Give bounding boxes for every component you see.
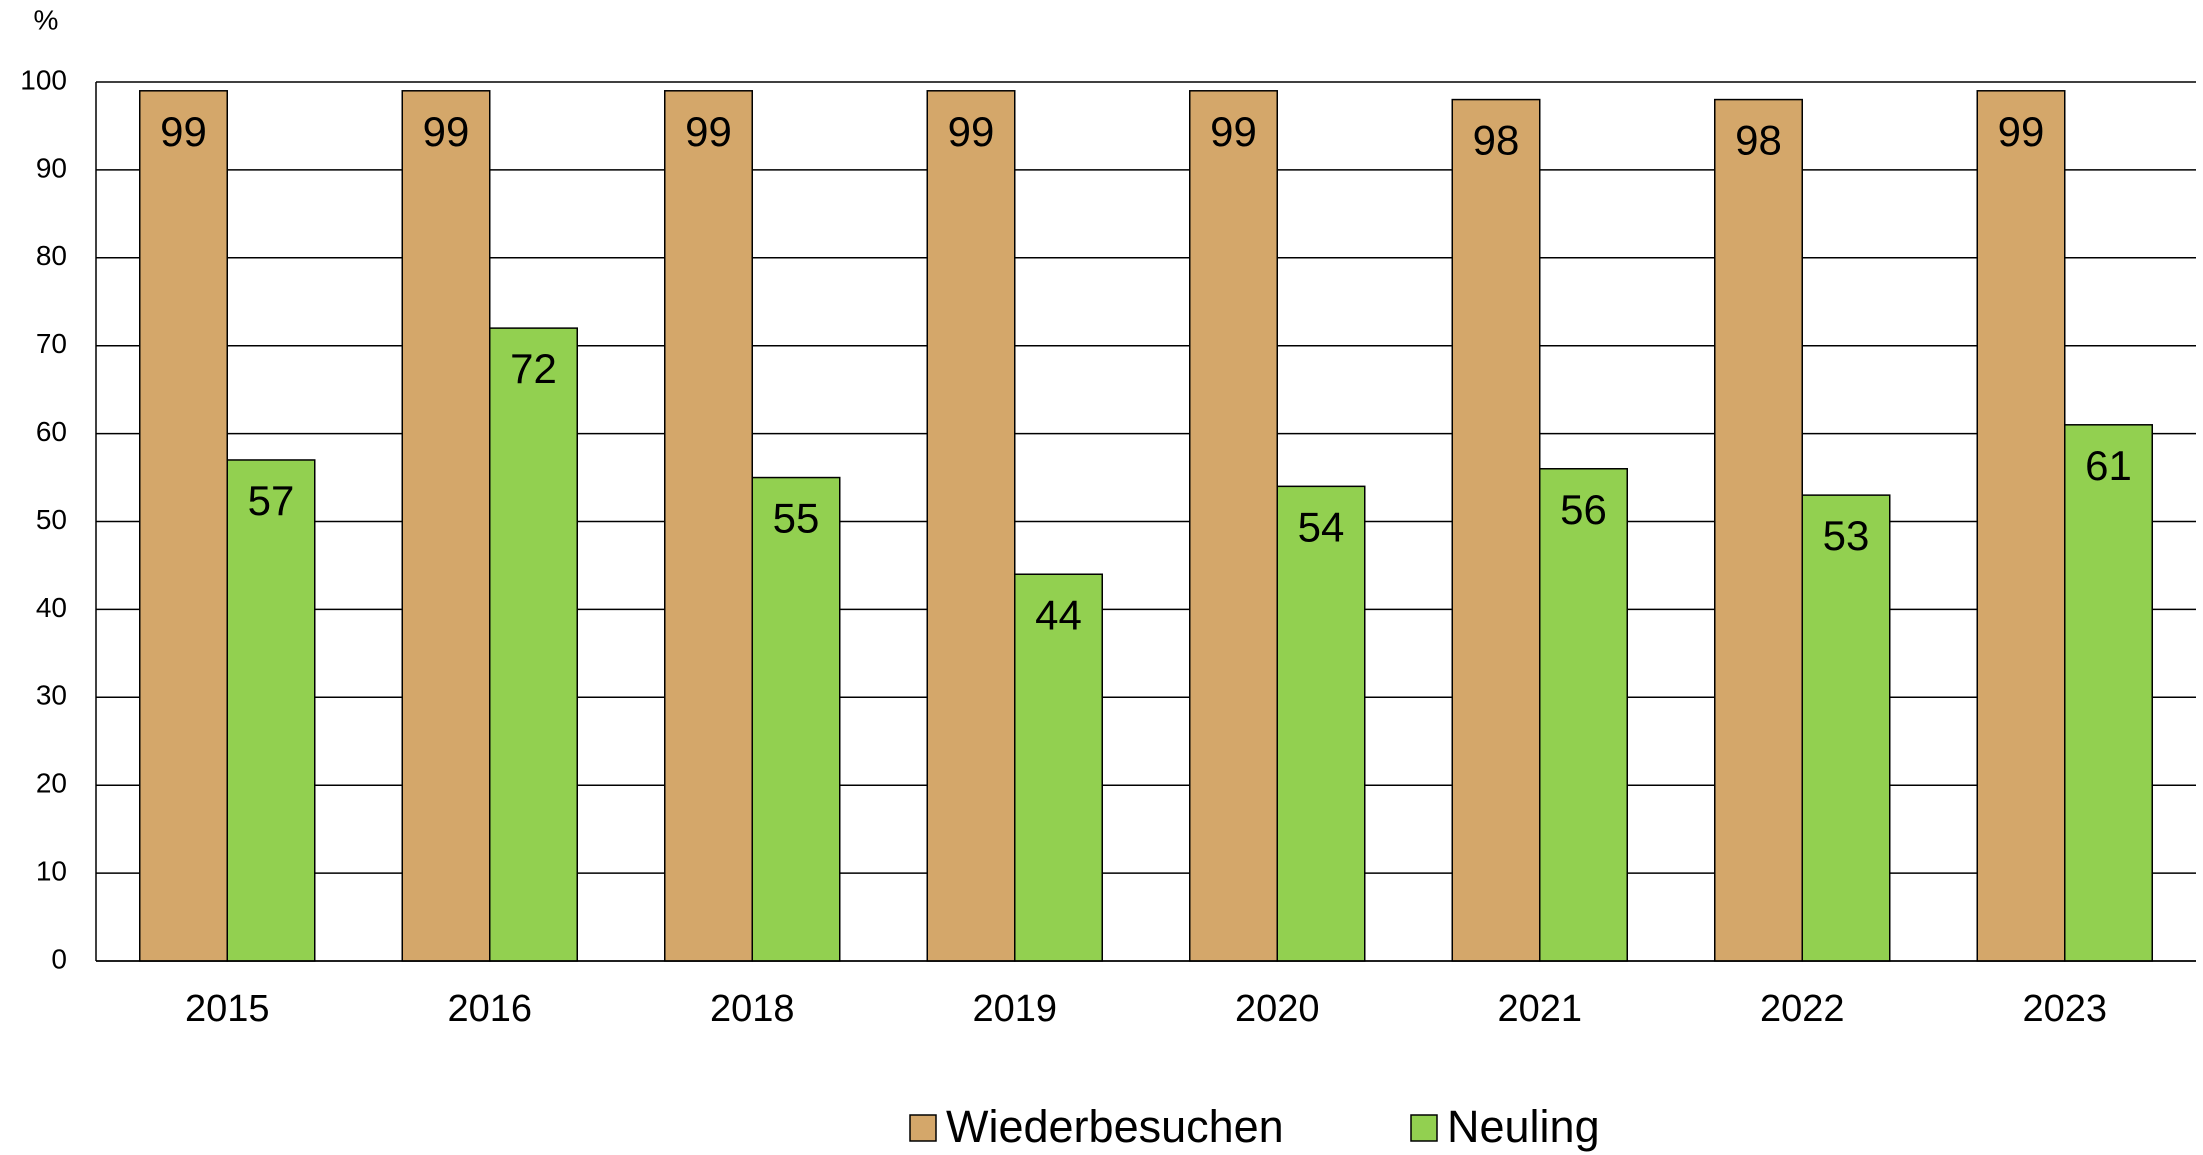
x-tick-label: 2023 (2022, 988, 2107, 1030)
data-label: 72 (510, 345, 557, 392)
bar (1276, 485, 1366, 962)
y-axis-label: % (34, 4, 59, 35)
data-label: 98 (1473, 117, 1520, 164)
bar (489, 327, 578, 962)
y-tick-label: 90 (36, 152, 67, 183)
bar (1189, 90, 1278, 962)
x-tick-label: 2015 (185, 988, 270, 1030)
data-label: 99 (160, 108, 207, 155)
y-tick-label: 20 (36, 768, 67, 799)
x-tick-label: 2019 (972, 988, 1057, 1030)
x-tick-label: 2018 (710, 988, 795, 1030)
bar (751, 476, 841, 962)
y-tick-label: 0 (51, 943, 67, 974)
x-tick-label: 2016 (447, 988, 532, 1030)
data-label: 54 (1298, 503, 1345, 550)
bar (1539, 468, 1628, 962)
legend-swatch (1410, 1114, 1438, 1142)
bar (2064, 424, 2153, 962)
y-tick-label: 30 (36, 680, 67, 711)
data-label: 61 (2085, 442, 2132, 489)
data-label: 57 (248, 477, 295, 524)
data-label: 99 (948, 108, 995, 155)
bar (139, 90, 228, 962)
y-tick-label: 40 (36, 592, 67, 623)
data-label: 56 (1560, 486, 1607, 533)
bar (1451, 98, 1541, 962)
y-tick-label: 70 (36, 328, 67, 359)
y-tick-label: 80 (36, 240, 67, 271)
data-label: 44 (1035, 591, 1082, 638)
data-label: 99 (1998, 108, 2045, 155)
bar (226, 459, 316, 962)
y-tick-label: 60 (36, 416, 67, 447)
bar (1801, 494, 1891, 962)
data-label: 99 (423, 108, 470, 155)
bar (926, 90, 1016, 962)
x-tick-label: 2020 (1235, 988, 1320, 1030)
x-tick-label: 2021 (1497, 988, 1582, 1030)
data-label: 98 (1735, 117, 1782, 164)
bar (664, 90, 753, 962)
legend-label: Wiederbesuchen (946, 1101, 1284, 1152)
data-label: 99 (685, 108, 732, 155)
legend-swatch (909, 1114, 937, 1142)
data-label: 99 (1210, 108, 1257, 155)
data-label: 53 (1823, 512, 1870, 559)
bar (1714, 98, 1803, 962)
bar (1976, 90, 2066, 962)
legend-label: Neuling (1447, 1101, 1600, 1152)
x-tick-label: 2022 (1760, 988, 1845, 1030)
y-tick-label: 10 (36, 855, 67, 886)
y-tick-label: 50 (36, 504, 67, 535)
y-tick-label: 100 (20, 64, 67, 95)
bar (401, 90, 491, 962)
bar (1014, 573, 1103, 962)
data-label: 55 (773, 495, 820, 542)
